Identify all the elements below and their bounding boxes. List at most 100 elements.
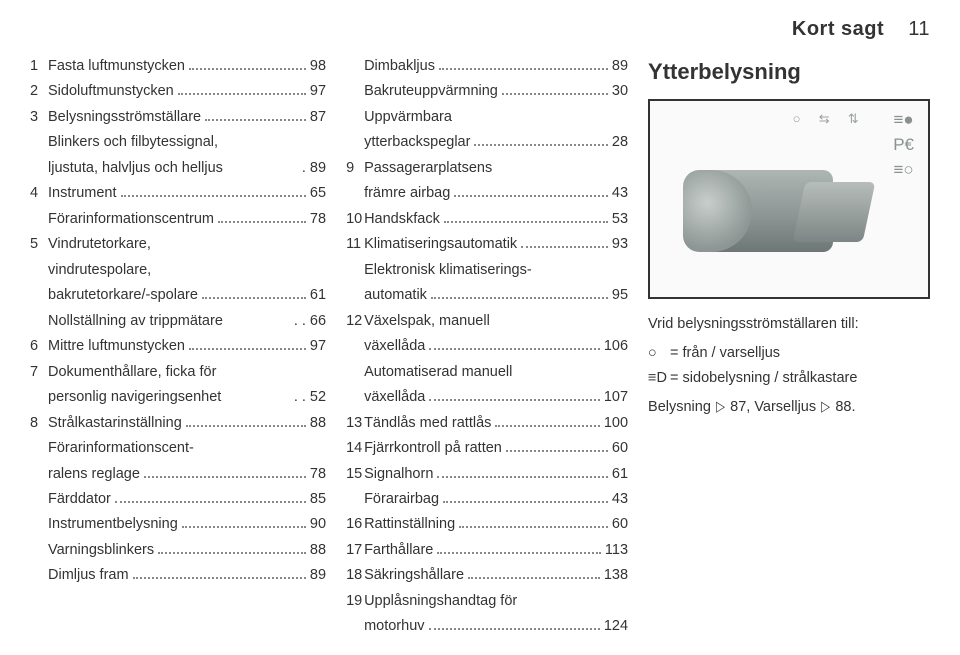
toc-leader-dots: [144, 464, 306, 477]
toc-entry: ralens reglage78: [30, 463, 326, 485]
toc-entry-number: 19: [346, 590, 364, 612]
toc-entry: 4Instrument65: [30, 182, 326, 204]
toc-entry-label: Mittre luftmunstycken: [48, 335, 185, 357]
toc-entry-number: 13: [346, 412, 364, 434]
toc-entry-number: 11: [346, 233, 364, 255]
toc-entry: 17Farthållare113: [346, 539, 628, 561]
toc-entry-page: 107: [604, 386, 628, 408]
toc-leader-dots: [468, 566, 600, 579]
toc-entry-label: Förarinformationscent-: [48, 437, 194, 459]
toc-entry: 8Strålkastarinställning88: [30, 412, 326, 434]
toc-leader-dots: [429, 617, 600, 630]
toc-entry-page: . . 66: [294, 310, 326, 332]
toc-entry: 6Mittre luftmunstycken 97: [30, 335, 326, 357]
toc-entry-label: Vindrutetorkare,: [48, 233, 151, 255]
toc-entry-label: vindrutespolare,: [48, 259, 151, 281]
toc-entry-page: 60: [612, 437, 628, 459]
toc-entry-label: Bakruteuppvärmning: [364, 80, 498, 102]
toc-entry: bakrutetorkare/-spolare 61: [30, 284, 326, 306]
toc-entry: personlig navigeringsenhet. . 52: [30, 386, 326, 408]
toc-entry: 1Fasta luftmunstycken98: [30, 55, 326, 77]
toc-leader-dots: [431, 286, 608, 299]
toc-entry-page: 61: [310, 284, 326, 306]
section-heading: Ytterbelysning: [648, 55, 930, 89]
toc-entry-label: växellåda: [364, 335, 425, 357]
toc-entry-label: Fasta luftmunstycken: [48, 55, 185, 77]
toc-entry-page: 106: [604, 335, 628, 357]
toc-leader-dots: [454, 184, 608, 197]
toc-entry-label: Uppvärmbara: [364, 106, 452, 128]
toc-entry-number: 9: [346, 157, 364, 179]
toc-entry: motorhuv124: [346, 615, 628, 637]
low-beam-icon: ≡○: [894, 161, 914, 178]
legend-row: ≡D= sidobelysning / strålkastare: [648, 367, 930, 389]
toc-entry-label: Dokumenthållare, ficka för: [48, 361, 216, 383]
toc-entry: 5Vindrutetorkare,: [30, 233, 326, 255]
toc-entry-label: Dimljus fram: [48, 564, 129, 586]
legend-text: = från / varselljus: [670, 342, 780, 364]
legend-row: ○= från / varselljus: [648, 342, 930, 364]
toc-entry-page: 97: [310, 335, 326, 357]
toc-entry-label: Tändlås med rattlås: [364, 412, 491, 434]
toc-entry-page: 88: [310, 539, 326, 561]
toc-leader-dots: [227, 159, 298, 172]
toc-column-1: 1Fasta luftmunstycken982Sidoluftmunstyck…: [30, 55, 326, 641]
toc-entry: 15Signalhorn61: [346, 463, 628, 485]
toc-leader-dots: [429, 388, 600, 401]
toc-entry-page: 28: [612, 131, 628, 153]
toc-entry-page: 43: [612, 488, 628, 510]
toc-entry-number: 15: [346, 463, 364, 485]
toc-entry-label: Upplåsningshandtag för: [364, 590, 517, 612]
toc-leader-dots: [439, 57, 608, 70]
toc-entry-page: 90: [310, 513, 326, 535]
toc-entry-page: 98: [310, 55, 326, 77]
toc-entry-number: 7: [30, 361, 48, 383]
toc-leader-dots: [227, 312, 290, 325]
toc-entry-page: 87: [310, 106, 326, 128]
toc-entry: Dimbakljus89: [346, 55, 628, 77]
indicator-icon: ○: [793, 109, 801, 129]
toc-entry: Blinkers och filbytessignal,: [30, 131, 326, 153]
toc-entry-page: 88: [310, 412, 326, 434]
manual-page: Kort sagt 11 1Fasta luftmunstycken982Sid…: [0, 0, 960, 655]
legend-text: = sidobelysning / strålkastare: [670, 367, 857, 389]
toc-leader-dots: [186, 414, 306, 427]
toc-leader-dots: [521, 235, 608, 248]
toc-entry: Förarinformationscentrum78: [30, 208, 326, 230]
toc-entry-label: Strålkastarinställning: [48, 412, 182, 434]
toc-entry: 12Växelspak, manuell: [346, 310, 628, 332]
toc-entry: vindrutespolare,: [30, 259, 326, 281]
toc-entry: växellåda107: [346, 386, 628, 408]
toc-entry-label: Signalhorn: [364, 463, 433, 485]
toc-entry-label: Handskfack: [364, 208, 440, 230]
toc-leader-dots: [182, 515, 306, 528]
toc-entry-label: främre airbag: [364, 182, 450, 204]
toc-entry-label: Klimatiseringsautomatik: [364, 233, 517, 255]
toc-entry-number: 17: [346, 539, 364, 561]
toc-entry: Nollställning av trippmätare . . 66: [30, 310, 326, 332]
toc-entry-page: 95: [612, 284, 628, 306]
section-title: Kort sagt: [792, 18, 884, 40]
toc-entry-label: Nollställning av trippmätare: [48, 310, 223, 332]
toc-leader-dots: [189, 57, 306, 70]
toc-leader-dots: [437, 464, 608, 477]
toc-leader-dots: [218, 210, 306, 223]
toc-entry: Förarinformationscent-: [30, 437, 326, 459]
toc-entry-number: 12: [346, 310, 364, 332]
toc-entry-number: 14: [346, 437, 364, 459]
toc-entry: 16Rattinställning60: [346, 513, 628, 535]
lighting-stalk-illustration: ○ ⇆ ⇅ ≡● P€ ≡○: [648, 99, 930, 299]
toc-entry: 10Handskfack53: [346, 208, 628, 230]
toc-entry-label: bakrutetorkare/-spolare: [48, 284, 198, 306]
toc-entry: 19Upplåsningshandtag för: [346, 590, 628, 612]
toc-entry-label: Passagerarplatsens: [364, 157, 492, 179]
toc-leader-dots: [115, 490, 306, 503]
toc-leader-dots: [506, 439, 608, 452]
toc-leader-dots: [133, 566, 306, 579]
toc-entry: 18Säkringshållare138: [346, 564, 628, 586]
toc-entry-number: 5: [30, 233, 48, 255]
toc-entry-number: 6: [30, 335, 48, 357]
xref-icon: ▷: [821, 396, 830, 418]
toc-entry: ytterbackspeglar28: [346, 131, 628, 153]
page-number: 11: [908, 18, 930, 41]
